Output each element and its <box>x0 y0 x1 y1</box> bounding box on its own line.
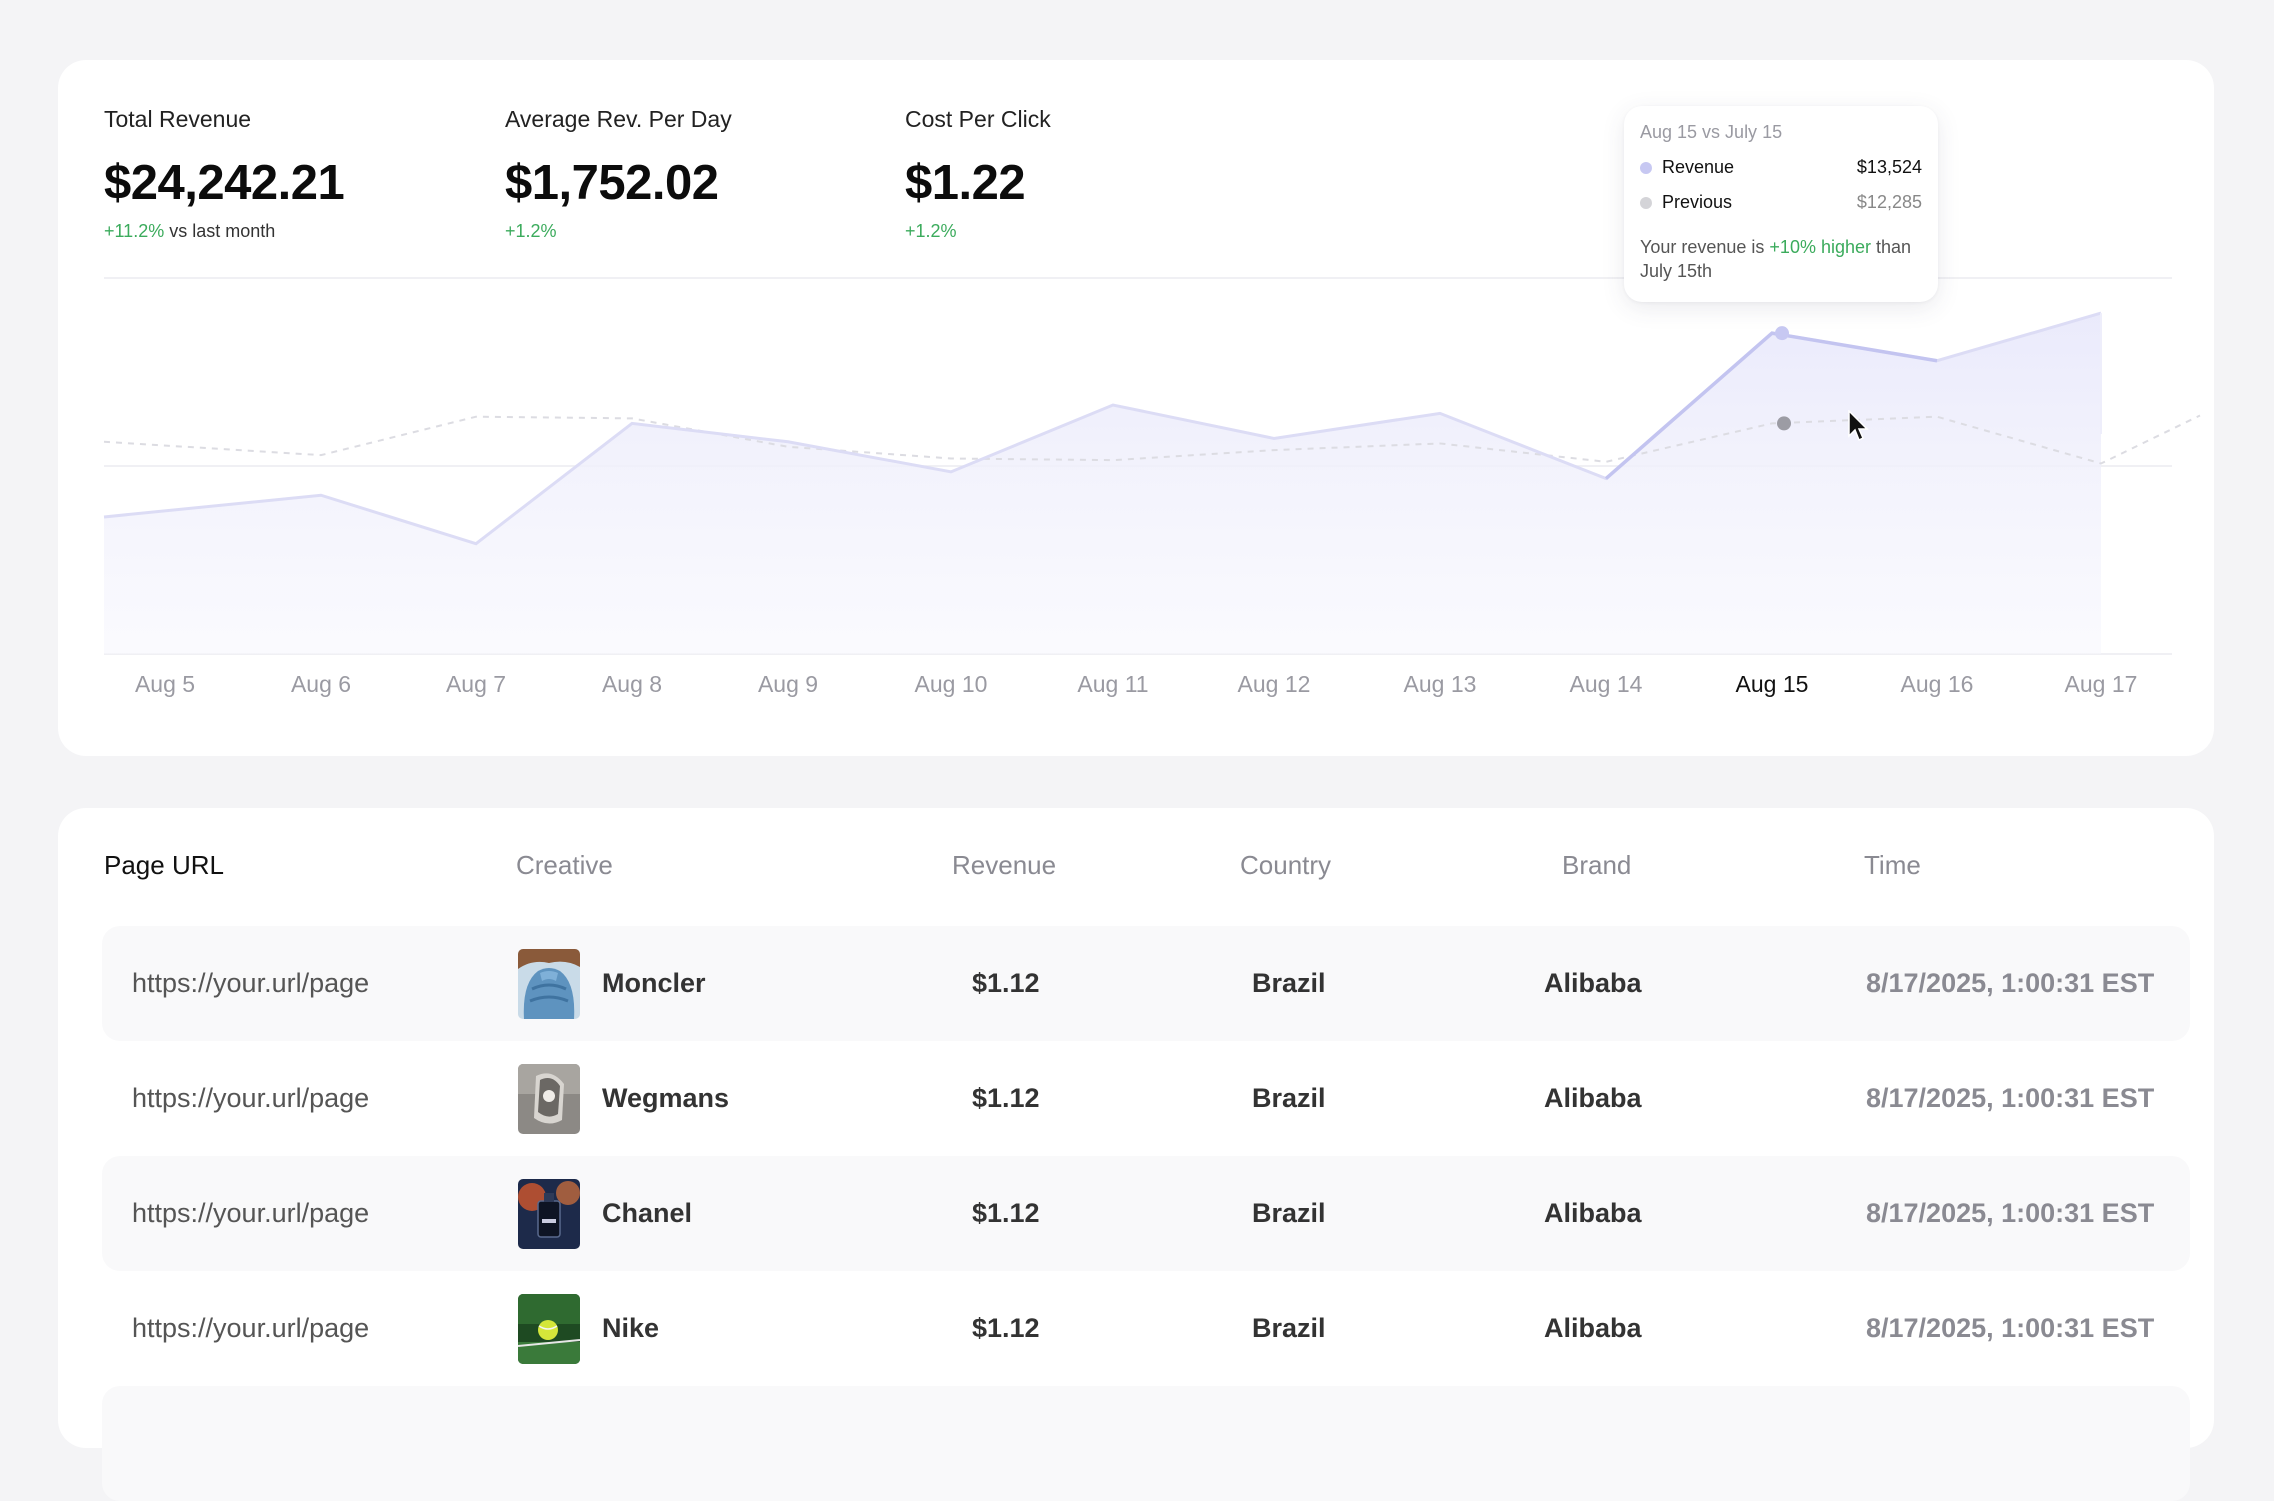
x-axis-tick-label[interactable]: Aug 12 <box>1238 671 1311 697</box>
row-time: 8/17/2025, 1:00:31 EST <box>1866 1083 2155 1113</box>
table-row[interactable]: https://your.url/page Wegmans $1.12 Braz… <box>102 1041 2190 1156</box>
previous-series-line <box>103 414 2201 465</box>
x-axis-tick-label[interactable]: Aug 14 <box>1570 671 1643 697</box>
previous-dot-icon <box>1640 196 1652 209</box>
creative-thumbnail-tennis-ball <box>518 1293 580 1364</box>
delta-percent: +1.2% <box>505 221 557 241</box>
creative-thumbnail-jacket <box>518 948 580 1019</box>
traffic-table-card: Page URL Creative Revenue Country Brand … <box>58 808 2214 1501</box>
tooltip-revenue-value: $13,524 <box>1856 157 1922 177</box>
metric-cost-per-click: Cost Per Click $1.22 +1.2% <box>905 106 1051 242</box>
table-row[interactable]: https://your.url/page Chanel $1.12 Brazi… <box>102 1156 2190 1271</box>
delta-percent: +11.2% <box>104 221 165 241</box>
row-creative: Wegmans <box>518 1041 729 1156</box>
row-country: Brazil <box>1252 1198 1326 1228</box>
table-row[interactable]: https://your.url/page Moncler $1.12 Braz… <box>102 926 2190 1041</box>
row-creative: Moncler <box>518 926 706 1041</box>
metric-delta: +1.2% <box>905 221 1051 242</box>
row-time: 8/17/2025, 1:00:31 EST <box>1866 968 2155 998</box>
row-brand: Alibaba <box>1544 1083 1642 1113</box>
row-revenue: $1.12 <box>972 1083 1040 1113</box>
creative-thumbnail-perfume <box>518 1178 580 1249</box>
metric-value: $1,752.02 <box>505 156 719 210</box>
metric-label: Total Revenue <box>104 106 252 132</box>
revenue-area <box>104 313 2101 654</box>
tooltip-note-prefix: Your revenue is <box>1640 237 1770 257</box>
x-axis-tick-label[interactable]: Aug 5 <box>135 671 195 697</box>
creative-thumbnail-product <box>518 1063 580 1134</box>
table-row[interactable] <box>102 1386 2190 1501</box>
row-creative: Nike <box>518 1271 659 1386</box>
creative-name: Moncler <box>602 968 706 998</box>
metric-label: Cost Per Click <box>905 106 1051 132</box>
column-header-brand[interactable]: Brand <box>1562 850 1632 880</box>
revenue-highlight-segment <box>1604 331 1938 480</box>
x-axis-tick-label[interactable]: Aug 13 <box>1404 671 1477 697</box>
revenue-chart-card: Total Revenue $24,242.21 +11.2% vs last … <box>58 60 2214 756</box>
tooltip-revenue-label: Revenue <box>1662 157 1735 177</box>
row-brand: Alibaba <box>1544 1198 1642 1228</box>
table-row[interactable]: https://your.url/page Nike $1.12 Brazil … <box>102 1271 2190 1386</box>
x-axis-tick-label[interactable]: Aug 7 <box>446 671 506 697</box>
tooltip-previous-row: Previous $12,285 <box>1640 192 1922 213</box>
tooltip-previous-value: $12,285 <box>1856 192 1922 212</box>
metric-delta: +1.2% <box>505 221 732 242</box>
tooltip-note: Your revenue is +10% higher than July 15… <box>1640 235 1922 283</box>
creative-name: Wegmans <box>602 1083 730 1113</box>
x-axis-tick-label[interactable]: Aug 8 <box>602 671 662 697</box>
column-header-country[interactable]: Country <box>1240 850 1332 880</box>
metric-value: $24,242.21 <box>104 156 345 210</box>
tooltip-note-highlight: +10% higher <box>1769 237 1871 257</box>
x-axis-tick-label[interactable]: Aug 16 <box>1901 671 1974 697</box>
row-url[interactable]: https://your.url/page <box>132 968 370 998</box>
row-country: Brazil <box>1252 1313 1326 1343</box>
tooltip-header: Aug 15 vs July 15 <box>1640 122 1783 142</box>
row-revenue: $1.12 <box>972 1313 1040 1343</box>
row-creative: Chanel <box>518 1156 692 1271</box>
row-country: Brazil <box>1252 968 1326 998</box>
row-url[interactable]: https://your.url/page <box>132 1198 370 1228</box>
revenue-dot-icon <box>1640 161 1652 174</box>
row-country: Brazil <box>1252 1083 1326 1113</box>
row-url[interactable]: https://your.url/page <box>132 1313 370 1343</box>
chart-tooltip: Aug 15 vs July 15 Revenue $13,524 Previo… <box>1624 106 1938 302</box>
tooltip-note-suffix: than July 15th <box>1640 237 1912 281</box>
row-url[interactable]: https://your.url/page <box>132 1083 370 1113</box>
tooltip-previous-label: Previous <box>1662 192 1733 212</box>
x-axis-tick-label[interactable]: Aug 15 <box>1736 671 1809 697</box>
x-axis-tick-label[interactable]: Aug 6 <box>291 671 351 697</box>
metric-average-rev-per-day: Average Rev. Per Day $1,752.02 +1.2% <box>505 106 732 242</box>
metric-delta: +11.2% vs last month <box>104 221 344 242</box>
x-axis-tick-label[interactable]: Aug 10 <box>915 671 988 697</box>
metric-total-revenue: Total Revenue $24,242.21 +11.2% vs last … <box>104 106 345 242</box>
revenue-point <box>1775 326 1789 341</box>
creative-name: Nike <box>602 1313 660 1343</box>
mouse-cursor-icon <box>1848 410 1869 442</box>
row-time: 8/17/2025, 1:00:31 EST <box>1866 1313 2155 1343</box>
row-time: 8/17/2025, 1:00:31 EST <box>1866 1198 2155 1228</box>
column-header-creative[interactable]: Creative <box>516 850 613 880</box>
metric-label: Average Rev. Per Day <box>505 106 732 132</box>
row-brand: Alibaba <box>1544 1313 1642 1343</box>
previous-point <box>1777 416 1791 431</box>
x-axis-tick-label[interactable]: Aug 11 <box>1077 671 1148 697</box>
row-revenue: $1.12 <box>972 1198 1040 1228</box>
creative-name: Chanel <box>602 1198 693 1228</box>
column-header-time[interactable]: Time <box>1864 850 1921 880</box>
metric-value: $1.22 <box>905 156 1026 210</box>
x-axis-tick-label[interactable]: Aug 9 <box>758 671 818 697</box>
row-revenue: $1.12 <box>972 968 1040 998</box>
x-axis-tick-label[interactable]: Aug 17 <box>2065 671 2138 697</box>
tooltip-revenue-row: Revenue $13,524 <box>1640 157 1922 178</box>
column-header-revenue[interactable]: Revenue <box>952 850 1057 880</box>
delta-suffix: vs last month <box>164 221 276 241</box>
row-brand: Alibaba <box>1544 968 1642 998</box>
column-header-page-url[interactable]: Page URL <box>104 850 224 880</box>
delta-percent: +1.2% <box>905 221 957 241</box>
revenue-area-chart[interactable]: Aug 5 Aug 6 Aug 7 Aug 8 Aug 9 Aug 10 Aug 11 Aug… <box>58 60 2214 756</box>
